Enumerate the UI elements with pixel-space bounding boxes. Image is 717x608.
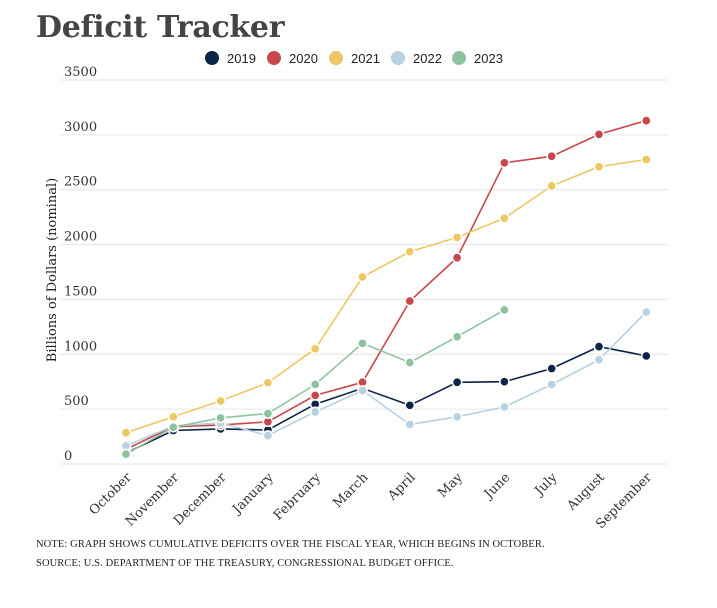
data-point (640, 115, 652, 126)
legend-label: 2023 (474, 51, 503, 66)
legend-swatch (205, 51, 219, 65)
y-tick-label: 500 (64, 394, 89, 409)
y-tick-label: 1500 (64, 284, 97, 299)
data-point (404, 357, 416, 368)
data-point (167, 411, 179, 423)
x-tick-label: January (229, 470, 278, 519)
y-tick-label: 2500 (64, 175, 97, 190)
series-line (125, 345, 647, 454)
data-point (309, 379, 321, 390)
data-point (451, 331, 463, 343)
data-point (499, 401, 510, 413)
x-tick-label: July (531, 470, 561, 500)
data-point (640, 306, 652, 318)
data-point (357, 271, 368, 283)
x-tick-label: February (271, 470, 325, 524)
chart-note: NOTE: GRAPH SHOWS CUMULATIVE DEFICITS OV… (36, 539, 545, 550)
x-tick-label: June (480, 470, 513, 503)
data-point (215, 395, 226, 407)
data-point (404, 399, 416, 411)
data-point (593, 354, 605, 366)
data-point (593, 161, 605, 173)
data-point (262, 377, 274, 389)
data-point (499, 304, 510, 316)
data-point (451, 252, 463, 264)
grid-lines (60, 79, 668, 465)
y-tick-label: 0 (64, 449, 72, 464)
data-point (309, 343, 321, 355)
data-point (451, 376, 463, 388)
data-point (593, 128, 605, 140)
data-point (120, 427, 132, 439)
series-2023 (120, 304, 510, 460)
legend-swatch (391, 51, 405, 65)
legend-label: 2020 (289, 51, 318, 66)
chart-title: Deficit Tracker (36, 10, 285, 45)
series-line (125, 119, 647, 450)
legend-label: 2022 (413, 51, 442, 66)
data-point (309, 390, 321, 401)
data-point (640, 154, 652, 165)
data-point (357, 385, 368, 396)
data-point (451, 232, 463, 243)
data-point (404, 419, 416, 430)
legend-swatch (452, 51, 466, 65)
legend: 2019 2020 2021 2022 2023 (205, 51, 503, 66)
data-point (546, 150, 558, 162)
data-point (499, 212, 510, 224)
x-tick-label: August (564, 470, 609, 515)
data-point (262, 408, 274, 419)
data-point (451, 411, 463, 423)
data-point (499, 157, 510, 169)
series-2021 (120, 154, 652, 439)
y-tick-label: 3000 (64, 120, 97, 135)
chart-source: SOURCE: U.S. DEPARTMENT OF THE TREASURY,… (36, 558, 454, 569)
data-point (640, 350, 652, 362)
data-point (546, 379, 558, 390)
x-tick-label: April (385, 470, 419, 504)
legend-label: 2019 (227, 51, 256, 66)
y-tick-label: 2000 (64, 230, 97, 245)
data-point (357, 337, 368, 349)
data-point (546, 180, 558, 192)
data-point (167, 421, 179, 433)
x-tick-label: May (435, 470, 466, 501)
data-point (120, 448, 132, 460)
series-2020 (120, 115, 652, 455)
data-point (404, 295, 416, 307)
x-tick-label: October (87, 470, 136, 519)
legend-swatch (267, 51, 281, 65)
legend-swatch (329, 51, 343, 65)
y-tick-label: 1000 (64, 339, 97, 354)
y-axis-label: Billions of Dollars (nominal) (45, 178, 60, 362)
series-line (125, 158, 647, 434)
y-axis: 0 500 1000 1500 2000 2500 3000 3500 (64, 65, 97, 464)
y-tick-label: 3500 (64, 65, 97, 80)
data-point (215, 412, 226, 424)
series-layer (120, 115, 652, 460)
data-point (546, 363, 558, 374)
data-point (309, 406, 321, 418)
data-point (404, 246, 416, 258)
series-line (125, 311, 647, 447)
x-tick-label: March (330, 470, 371, 511)
data-point (262, 430, 274, 441)
legend-label: 2021 (351, 51, 380, 66)
data-point (499, 376, 510, 388)
data-point (593, 341, 605, 352)
series-2019 (120, 341, 652, 459)
